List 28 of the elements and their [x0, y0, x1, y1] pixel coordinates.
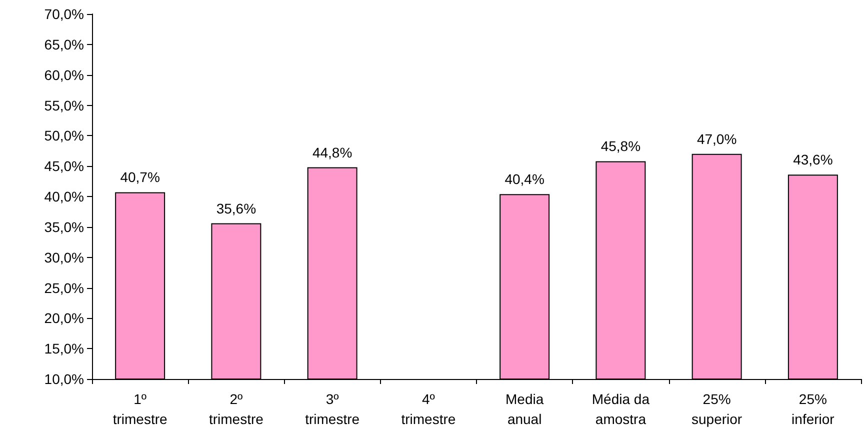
data-label: 35,6% — [216, 200, 256, 216]
x-tick-label: 1º trimestre — [112, 391, 168, 427]
x-tick-label: Média da amostra — [592, 391, 650, 427]
x-tick-label: 4º trimestre — [401, 391, 456, 427]
y-tick-label: 60,0% — [44, 66, 84, 83]
data-label: 40,4% — [504, 171, 544, 188]
x-tick-label: 2º trimestre — [208, 391, 264, 427]
data-label: 44,8% — [312, 144, 352, 160]
y-tick-label: 45,0% — [44, 158, 84, 174]
y-tick-label: 10,0% — [44, 371, 84, 387]
y-tick-label: 40,0% — [44, 188, 84, 204]
data-label: 40,7% — [120, 169, 160, 186]
x-tick-label: 25% inferior — [792, 391, 835, 427]
x-tick-label: 3º trimestre — [305, 391, 360, 427]
data-label: 43,6% — [793, 152, 833, 168]
y-tick-label: 15,0% — [44, 340, 84, 357]
data-label: 45,8% — [600, 138, 641, 154]
y-tick-label: 65,0% — [44, 36, 84, 52]
y-tick-label: 55,0% — [44, 97, 84, 114]
y-tick-label: 25,0% — [44, 280, 84, 296]
y-tick-label: 35,0% — [44, 218, 84, 235]
x-tick-label: 25% superior — [692, 391, 742, 427]
y-tick-label: 20,0% — [44, 310, 84, 326]
data-label: 47,0% — [696, 130, 737, 147]
y-tick-label: 70,0% — [44, 6, 84, 22]
y-tick-label: 50,0% — [44, 128, 84, 144]
x-tick-label: Media anual — [505, 391, 544, 427]
y-tick-label: 30,0% — [44, 249, 84, 266]
